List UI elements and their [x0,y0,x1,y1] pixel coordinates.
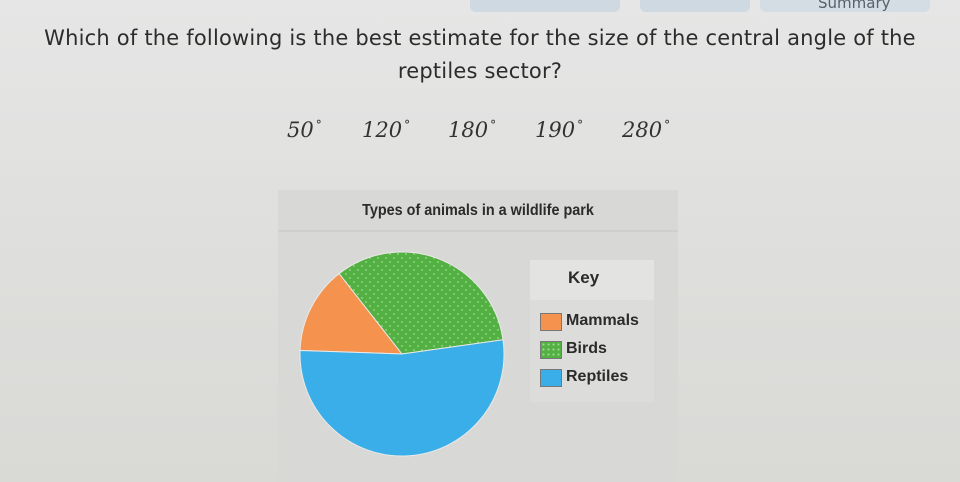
option-value: 50 [287,118,314,142]
option-180[interactable]: 180 ° [448,118,496,142]
option-value: 120 [362,118,403,142]
degree-symbol: ° [664,118,671,132]
top-tab[interactable] [470,0,620,12]
legend-label: Mammals [566,312,639,329]
pie-chart [299,251,505,457]
option-50[interactable]: 50 ° [287,118,322,142]
pie-slice-birds [338,251,504,355]
option-value: 280 [622,118,663,142]
degree-symbol: ° [315,118,322,132]
summary-tab-label[interactable]: Summary [818,0,891,12]
pie-slice-reptiles [299,339,505,457]
question-text: Which of the following is the best estim… [44,26,916,83]
title-divider [278,230,678,232]
option-280[interactable]: 280 ° [622,118,670,142]
legend-label: Reptiles [566,368,629,385]
option-120[interactable]: 120 ° [362,118,410,142]
pie-slice-mammals [299,272,404,355]
reptiles-swatch [540,369,562,387]
mammals-swatch [540,313,562,331]
summary-tab[interactable] [760,0,930,12]
chart-title: Types of animals in a wildlife park [362,202,594,219]
option-190[interactable]: 190 ° [535,118,583,142]
top-tab[interactable] [640,0,750,12]
degree-symbol: ° [404,118,411,132]
legend-label: Birds [566,340,607,357]
legend: Key Mammals Birds Reptiles [530,260,654,402]
legend-title: Key [568,268,600,287]
answer-options: 50 ° 120 ° 180 ° 190 ° 280 ° [0,118,960,158]
legend-header [530,260,654,300]
option-value: 180 [448,118,489,142]
pie-chart-card: Types of animals in a wildlife park Key … [278,190,678,482]
degree-symbol: ° [490,118,497,132]
option-value: 190 [535,118,576,142]
degree-symbol: ° [577,118,584,132]
birds-swatch [540,341,562,359]
